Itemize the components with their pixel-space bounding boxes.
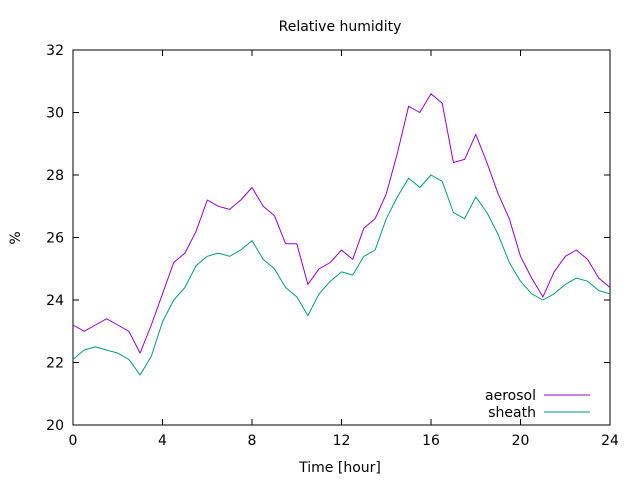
y-tick-label: 22 — [46, 356, 64, 372]
y-axis: 20 22 24 26 28 30 32 — [46, 43, 610, 434]
x-tick-label: 0 — [69, 433, 78, 449]
y-tick-label: 24 — [46, 293, 64, 309]
legend-label-aerosol: aerosol — [485, 388, 536, 404]
y-tick-label: 32 — [46, 43, 64, 59]
x-tick-label: 12 — [333, 433, 351, 449]
x-tick-label: 4 — [158, 433, 167, 449]
legend-label-sheath: sheath — [488, 405, 536, 421]
y-axis-label: % — [8, 231, 24, 244]
x-axis-label: Time [hour] — [298, 460, 381, 476]
y-tick-label: 30 — [46, 106, 64, 122]
y-tick-label: 26 — [46, 231, 64, 247]
x-axis: 0 4 8 12 16 20 24 — [69, 50, 619, 449]
series-line-aerosol — [72, 93, 611, 354]
x-tick-label: 8 — [248, 433, 257, 449]
y-tick-label: 28 — [46, 168, 64, 184]
chart-title: Relative humidity — [279, 19, 402, 35]
series-line-sheath — [72, 174, 611, 376]
x-tick-label: 16 — [422, 433, 440, 449]
plot-frame — [72, 49, 611, 426]
x-tick-label: 24 — [601, 433, 619, 449]
series-layer — [72, 93, 611, 376]
y-tick-label: 20 — [46, 418, 64, 434]
x-tick-label: 20 — [512, 433, 530, 449]
